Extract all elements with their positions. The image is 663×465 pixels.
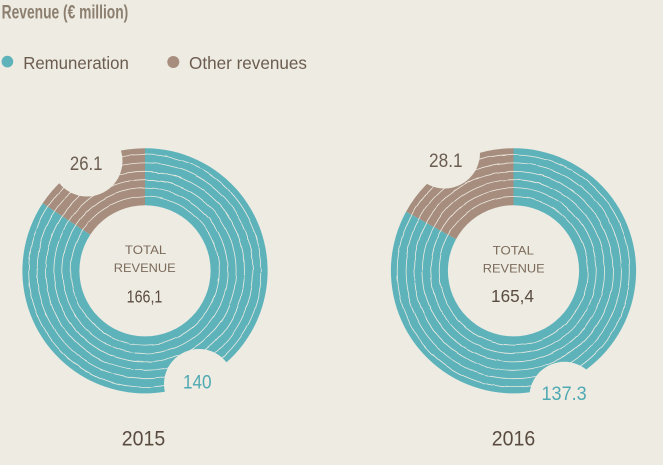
svg-text:2015: 2015 <box>122 426 165 450</box>
svg-text:137.3: 137.3 <box>542 383 587 405</box>
svg-text:26.1: 26.1 <box>70 153 103 175</box>
svg-text:REVENUE: REVENUE <box>114 261 176 275</box>
svg-text:Other revenues: Other revenues <box>189 53 307 73</box>
svg-text:TOTAL: TOTAL <box>493 243 535 257</box>
svg-text:TOTAL: TOTAL <box>125 243 167 257</box>
svg-text:28.1: 28.1 <box>429 150 463 172</box>
svg-text:REVENUE: REVENUE <box>483 261 545 275</box>
svg-text:2016: 2016 <box>492 426 535 450</box>
svg-text:140: 140 <box>183 372 212 394</box>
svg-text:Remuneration: Remuneration <box>23 53 129 73</box>
svg-text:165,4: 165,4 <box>491 286 534 306</box>
svg-text:Revenue (€ million): Revenue (€ million) <box>2 1 129 23</box>
svg-text:166,1: 166,1 <box>127 286 163 306</box>
